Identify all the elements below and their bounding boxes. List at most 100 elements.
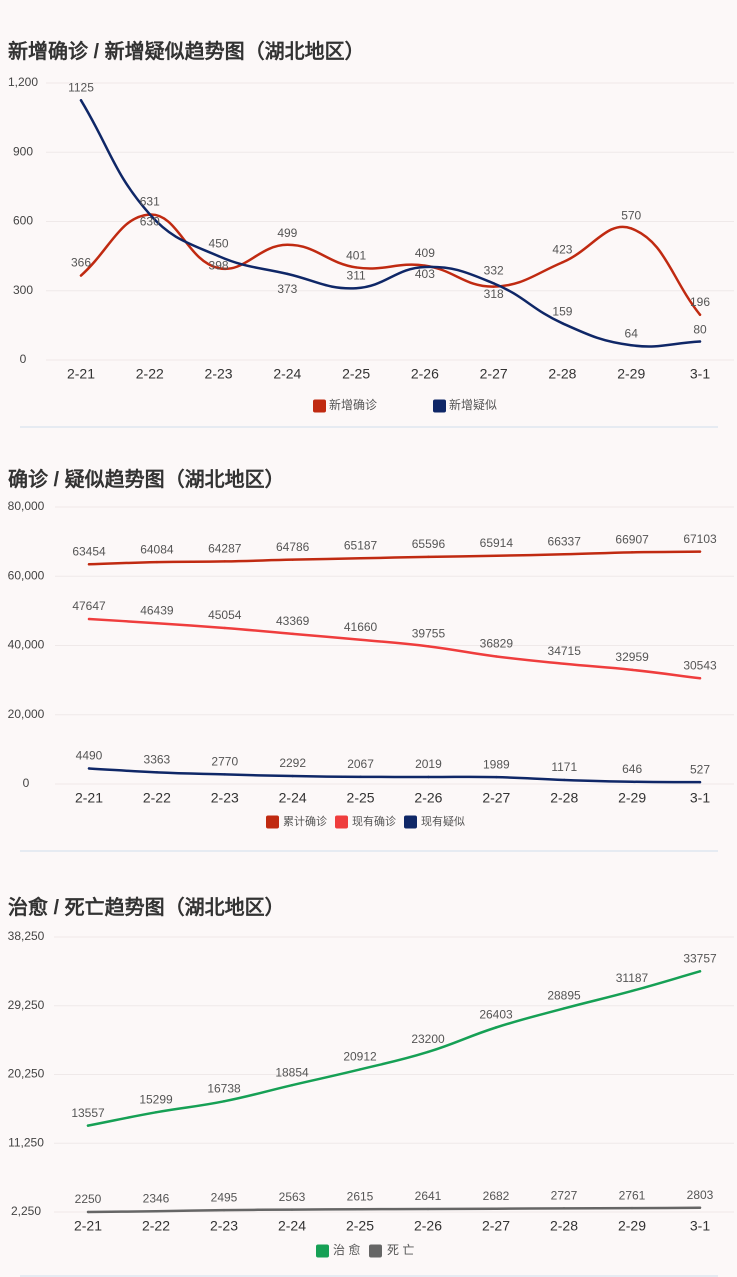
data-point (427, 555, 430, 559)
data-point (359, 638, 362, 641)
data-label: 2761 (619, 1188, 646, 1202)
data-point (630, 227, 633, 230)
data-point (563, 778, 566, 782)
data-label: 65914 (480, 536, 514, 550)
x-tick-label: 2-24 (278, 1218, 306, 1234)
data-label: 2682 (483, 1189, 510, 1203)
legend-label: 新增疑似 (449, 397, 497, 412)
grid (55, 506, 734, 785)
data-label: 67103 (683, 532, 717, 546)
x-tick-label: 2-22 (142, 1218, 170, 1234)
data-point (358, 1208, 362, 1211)
x-tick-label: 2-28 (548, 366, 576, 382)
y-tick-label: 1,200 (8, 75, 38, 89)
series-line (86, 970, 702, 1127)
section-divider (20, 426, 718, 428)
legend-item[interactable]: 死 亡 (369, 1243, 414, 1258)
data-point (359, 775, 362, 779)
y-tick-label: 80,000 (8, 499, 45, 513)
legend-item[interactable]: 新增确诊 (313, 397, 377, 413)
data-point (630, 989, 634, 993)
series (79, 99, 702, 348)
data-point (223, 626, 226, 630)
legend-swatch (433, 399, 446, 413)
legend-item[interactable]: 累计确诊 (266, 814, 327, 829)
legend-item[interactable]: 治 愈 (316, 1242, 360, 1258)
data-point (630, 1206, 634, 1210)
data-label: 2727 (551, 1189, 578, 1203)
data-point (87, 617, 91, 621)
data-point (79, 99, 83, 102)
section-divider (20, 1275, 718, 1277)
data-point (86, 1124, 90, 1127)
data-label: 527 (690, 762, 710, 776)
data-point (286, 243, 289, 247)
data-point (494, 1026, 498, 1029)
data-point (561, 261, 564, 264)
data-point (630, 780, 634, 783)
x-tick-label: 2-26 (414, 1218, 442, 1234)
data-label: 15299 (139, 1092, 173, 1106)
recovered-deaths-section: 2,250 11,250 20,250 29,250 38,250 2-21 2-22 2-2… (0, 851, 737, 1275)
data-label: 2019 (415, 757, 442, 771)
data-label: 30543 (683, 658, 717, 672)
data-label: 66337 (548, 534, 582, 548)
y-tick-label: 38,250 (8, 929, 45, 943)
data-label: 366 (71, 256, 91, 270)
x-tick-label: 3-1 (690, 366, 710, 382)
data-point (698, 970, 702, 973)
data-point (698, 677, 702, 680)
data-point (79, 274, 83, 277)
series-line (79, 99, 702, 348)
confirmed-suspected-section: 0 20,000 40,000 60,000 80,000 2-21 2-22 2-23 2-2… (0, 427, 737, 851)
data-point (148, 213, 151, 216)
legend-item[interactable]: 现有确诊 (335, 814, 396, 829)
data-labels: 63454 64084 64287 64786 65187 65596 65914 66337… (72, 532, 717, 777)
y-tick-label: 60,000 (8, 568, 45, 582)
data-point (630, 668, 634, 672)
data-label: 65187 (344, 538, 378, 552)
legend-item[interactable]: 现有疑似 (404, 814, 465, 829)
series (87, 767, 702, 784)
data-label: 39755 (412, 627, 446, 641)
x-tick-label: 2-23 (205, 366, 233, 382)
data-labels: 13557 15299 16738 18854 20912 23200 26403 28895… (71, 951, 717, 1206)
data-label: 409 (415, 246, 435, 260)
data-label: 196 (690, 295, 710, 309)
x-tick-label: 2-22 (136, 366, 164, 382)
legend-swatch (266, 815, 279, 829)
data-point (154, 1210, 158, 1213)
legend-swatch (369, 1244, 382, 1258)
data-label: 16738 (207, 1081, 241, 1095)
data-label: 2292 (279, 756, 306, 770)
y-tick-label: 0 (20, 352, 27, 366)
x-tick-label: 3-1 (690, 1218, 710, 1234)
data-point (426, 1050, 430, 1054)
series (79, 213, 702, 317)
x-tick-label: 2-24 (279, 790, 307, 806)
data-point (494, 1207, 498, 1210)
series-line (79, 213, 702, 317)
x-tick-label: 2-28 (550, 790, 578, 806)
data-point (155, 622, 159, 625)
data-label: 1171 (551, 760, 577, 774)
data-label: 2770 (211, 755, 238, 769)
data-point (495, 775, 498, 779)
data-label: 2615 (347, 1189, 374, 1203)
data-label: 159 (552, 304, 572, 318)
legend-item[interactable]: 新增疑似 (433, 397, 497, 413)
x-tick-label: 2-26 (414, 790, 442, 806)
series-line (87, 617, 702, 680)
data-label: 20912 (343, 1050, 377, 1064)
data-label: 332 (484, 264, 504, 278)
series (87, 617, 702, 680)
y-tick-label: 0 (23, 776, 30, 790)
data-point (698, 313, 702, 316)
data-label: 646 (622, 762, 642, 776)
data-point (423, 265, 427, 269)
data-label: 65596 (412, 537, 446, 551)
data-point (492, 282, 495, 285)
data-label: 36829 (480, 637, 514, 651)
data-point (354, 266, 358, 269)
